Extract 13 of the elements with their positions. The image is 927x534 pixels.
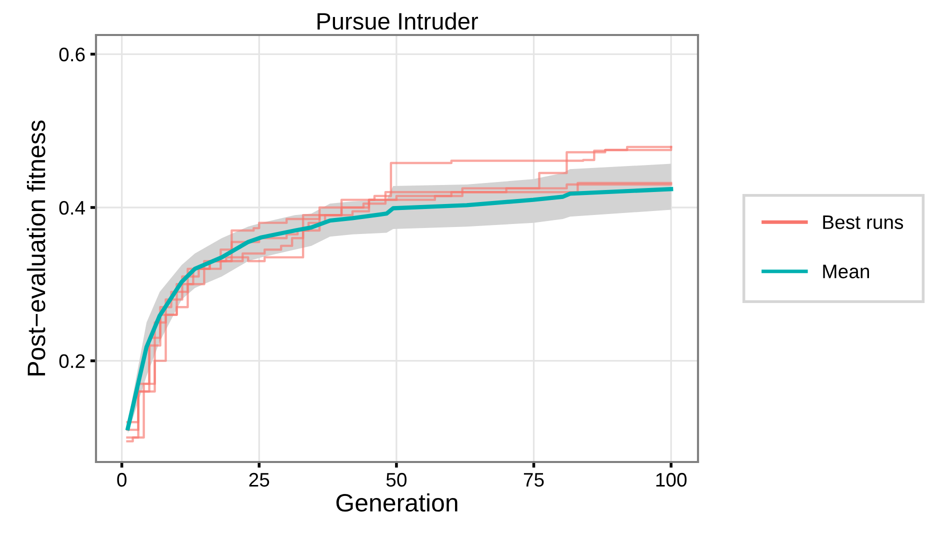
legend-label: Best runs <box>823 216 904 230</box>
x-tick-label: 0 <box>117 472 126 487</box>
x-axis-title: Generation <box>336 493 458 512</box>
y-tick-label: 0.2 <box>59 354 85 368</box>
x-tick-label: 25 <box>249 472 270 487</box>
y-axis-title: Post−evaluation fitness <box>26 120 46 376</box>
x-tick-label: 100 <box>656 472 687 487</box>
chart-title: Pursue Intruder <box>318 12 478 30</box>
y-tick-label: 0.6 <box>59 48 85 62</box>
y-tick-label: 0.4 <box>59 200 86 215</box>
x-tick-label: 75 <box>524 473 544 487</box>
x-tick-label: 50 <box>386 472 407 487</box>
legend-label: Mean <box>823 264 869 278</box>
